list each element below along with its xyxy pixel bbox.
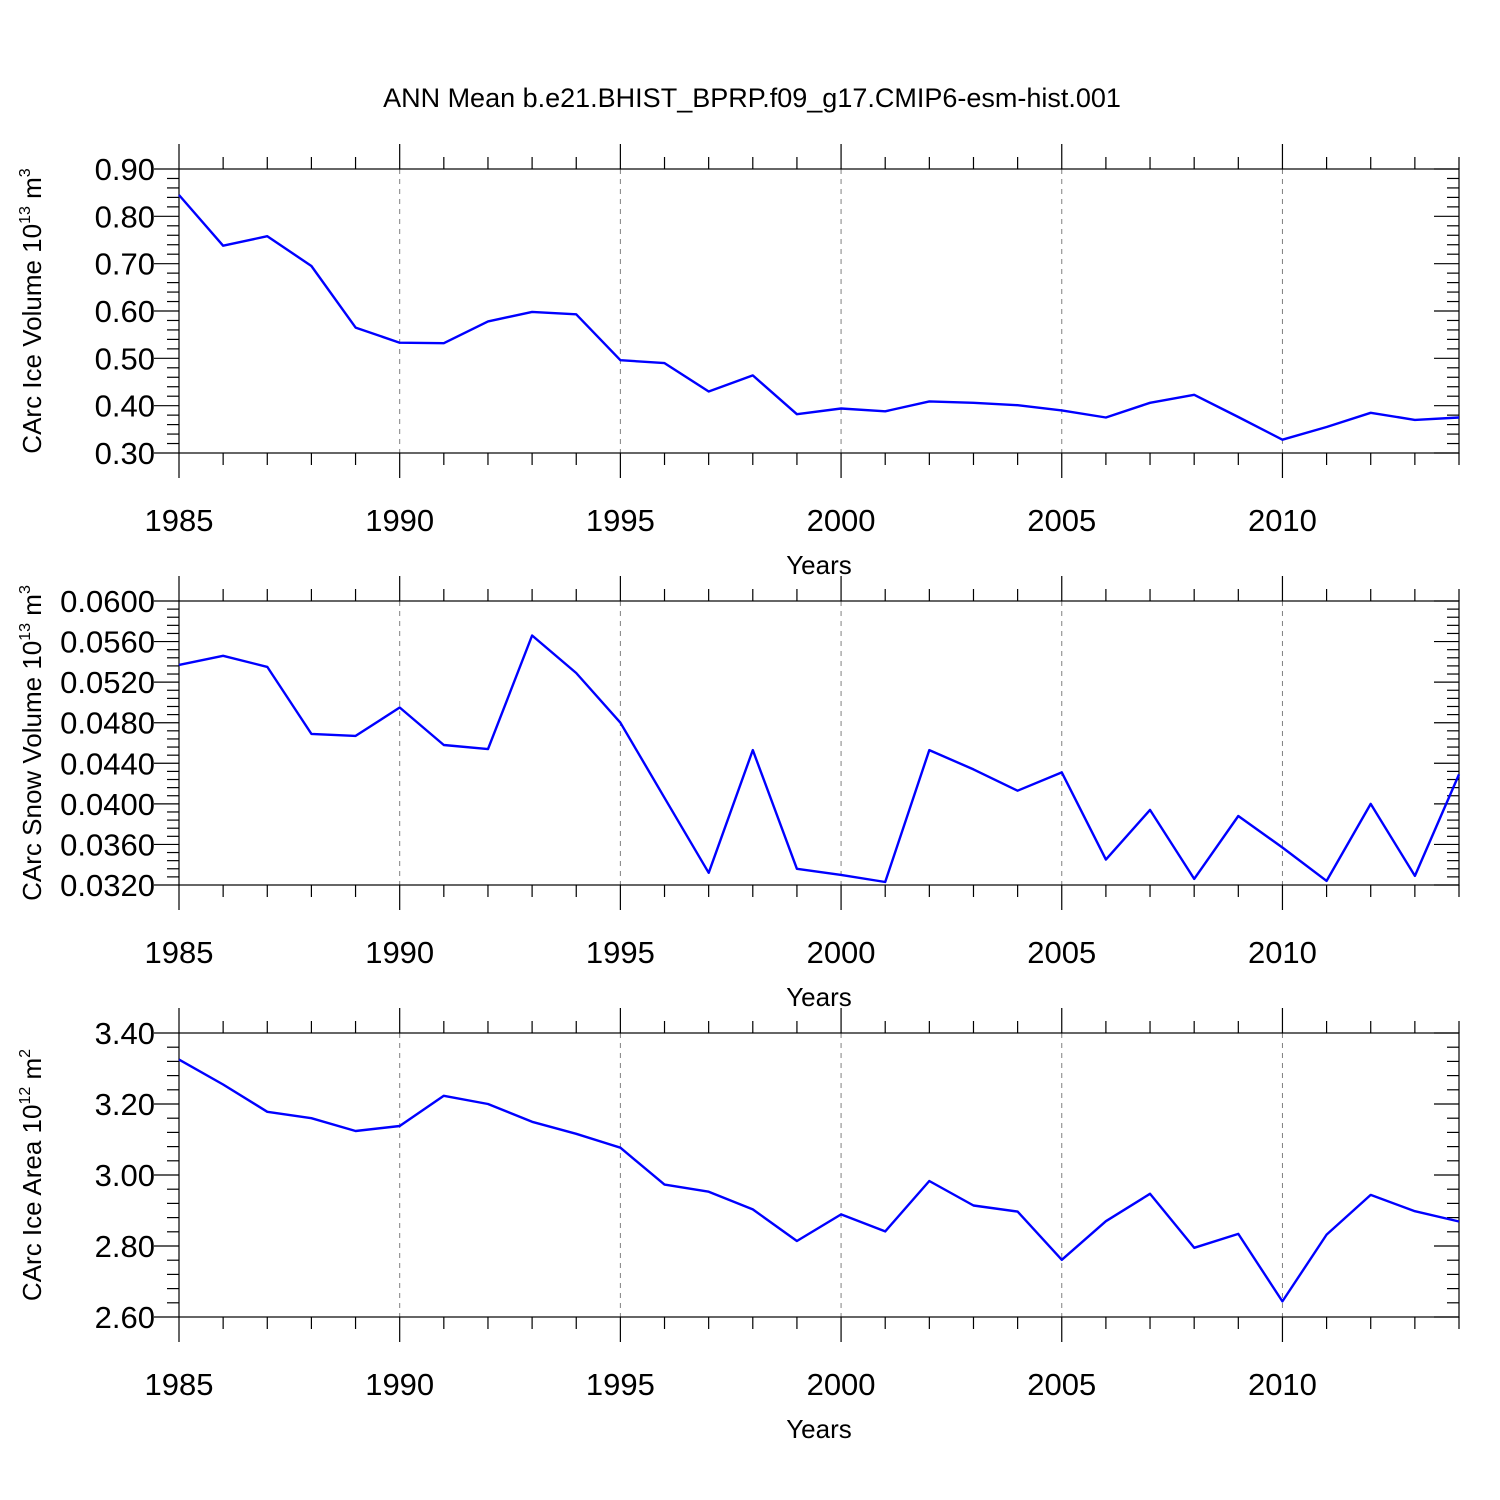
y-tick-label: 0.0560 [60, 625, 155, 660]
x-tick-label: 2005 [1027, 1367, 1096, 1402]
y-axis-title-unit-exponent: 3 [17, 168, 34, 177]
x-tick-label: 1985 [145, 935, 214, 970]
x-tick-label: 1985 [145, 1367, 214, 1402]
y-axis-title-exponent: 13 [17, 206, 34, 224]
y-tick-label: 0.0440 [60, 746, 155, 781]
y-tick-label: 0.60 [95, 294, 155, 329]
y-tick-label: 0.90 [95, 152, 155, 187]
y-axis-title-unit-exponent: 2 [17, 1049, 34, 1058]
x-tick-label: 2010 [1248, 1367, 1317, 1402]
series-line [178, 194, 1460, 441]
x-axis-title: Years [786, 982, 852, 1012]
figure-title: ANN Mean b.e21.BHIST_BPRP.f09_g17.CMIP6-… [383, 83, 1121, 113]
series-line [178, 634, 1461, 884]
y-axis-title: CArc Ice Volume 1013 m3 [17, 168, 47, 453]
y-axis-title-exponent: 13 [17, 623, 34, 641]
x-tick-label: 1990 [365, 1367, 434, 1402]
y-tick-label: 0.0360 [60, 827, 155, 862]
x-tick-label: 1990 [365, 503, 434, 538]
x-tick-label: 2000 [807, 1367, 876, 1402]
x-tick-label: 2005 [1027, 935, 1096, 970]
x-axis-title: Years [786, 550, 852, 580]
panel-1: 1985 1990 1995 2000 2005 2010 Years 0.30 0.40 0.5… [17, 144, 1460, 580]
x-tick-label: 2010 [1248, 935, 1317, 970]
y-tick-label: 0.0520 [60, 665, 155, 700]
y-axis-title-unit-exponent: 3 [17, 585, 34, 594]
x-tick-label: 2005 [1027, 503, 1096, 538]
y-tick-label: 0.80 [95, 199, 155, 234]
y-tick-label: 0.40 [95, 389, 155, 424]
y-axis-title-unit: m [17, 177, 47, 206]
y-tick-label: 2.60 [95, 1300, 155, 1335]
panel-2: 1985 1990 1995 2000 2005 2010 Years 0.0320 0.036… [17, 576, 1461, 1012]
y-axis-title: CArc Snow Volume 1013 m3 [17, 585, 47, 901]
x-tick-label: 1995 [586, 1367, 655, 1402]
y-axis-title-exponent: 12 [17, 1087, 34, 1105]
y-axis-title-text: CArc Ice Area 10 [17, 1105, 47, 1302]
y-tick-label: 3.40 [95, 1016, 155, 1051]
panel-3: 1985 1990 1995 2000 2005 2010 Years 2.60 2.80 3.0… [17, 1008, 1460, 1444]
y-tick-label: 0.0600 [60, 584, 155, 619]
y-axis-title-unit: m [17, 1058, 47, 1087]
x-tick-label: 2010 [1248, 503, 1317, 538]
x-tick-label: 2000 [807, 935, 876, 970]
y-tick-label: 0.0320 [60, 868, 155, 903]
y-tick-label: 3.00 [95, 1158, 155, 1193]
y-tick-label: 0.50 [95, 341, 155, 376]
y-axis-title-text: CArc Snow Volume 10 [17, 641, 47, 901]
x-tick-label: 1985 [145, 503, 214, 538]
y-axis-title-text: CArc Ice Volume 10 [17, 224, 47, 454]
x-tick-label: 1990 [365, 935, 434, 970]
y-tick-label: 3.20 [95, 1087, 155, 1122]
y-axis-title-unit: m [17, 594, 47, 623]
x-tick-label: 2000 [807, 503, 876, 538]
x-tick-label: 1995 [586, 503, 655, 538]
y-tick-label: 2.80 [95, 1229, 155, 1264]
x-axis-title: Years [786, 1414, 852, 1444]
x-tick-label: 1995 [586, 935, 655, 970]
y-axis-title: CArc Ice Area 1012 m2 [17, 1049, 47, 1301]
y-tick-label: 0.0480 [60, 706, 155, 741]
plot-frame [178, 1032, 1460, 1318]
y-tick-label: 0.70 [95, 247, 155, 282]
y-tick-label: 0.0400 [60, 787, 155, 822]
plot-frame [178, 600, 1460, 886]
series-line [178, 1058, 1460, 1303]
panels: 1985 1990 1995 2000 2005 2010 Years 0.30 0.40 0.5… [17, 144, 1461, 1444]
y-tick-label: 0.30 [95, 436, 155, 471]
